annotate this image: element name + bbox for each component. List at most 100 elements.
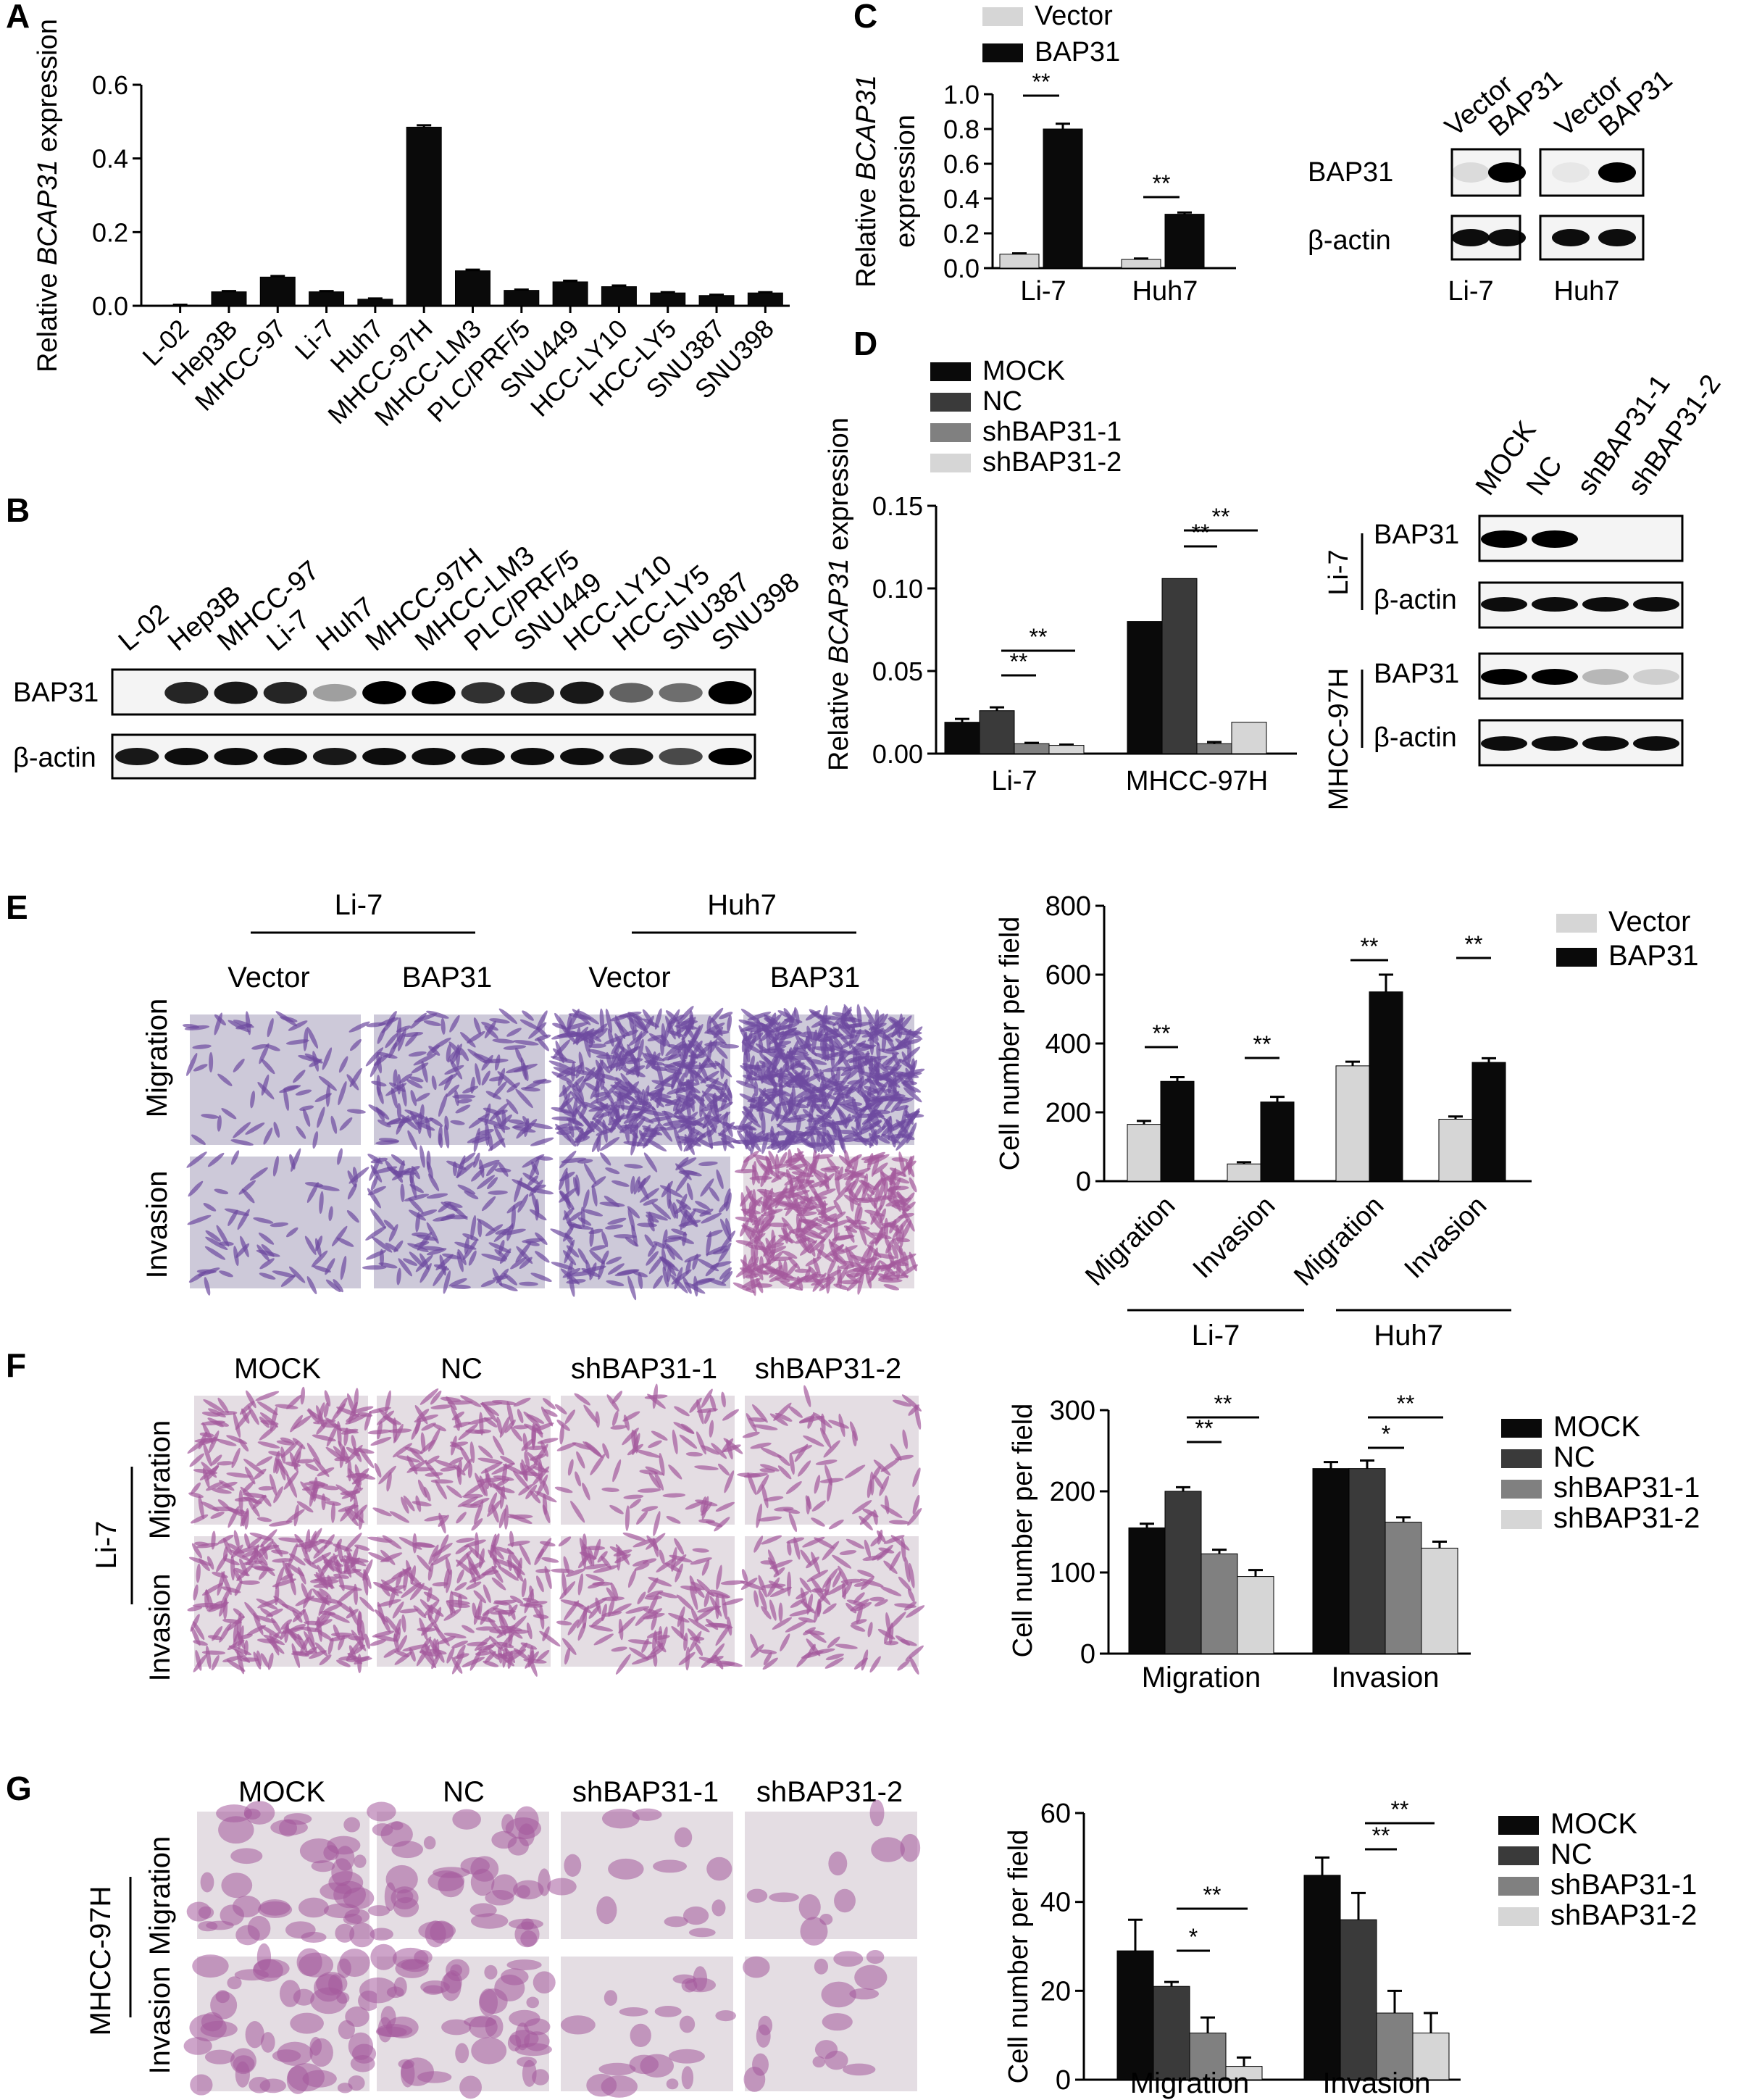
cell-stain <box>810 1133 817 1154</box>
cell-stain <box>198 1495 204 1520</box>
cell-stain <box>800 1136 816 1149</box>
cell-stain <box>609 1014 631 1022</box>
cell-stain <box>711 1899 726 1917</box>
cell-stain <box>777 1171 797 1180</box>
cell-stain <box>192 1044 212 1049</box>
cell-stain <box>475 1626 497 1631</box>
cell-stain <box>290 1414 304 1433</box>
cell-stain <box>193 1584 199 1601</box>
cell-stain <box>675 1163 692 1180</box>
cell-stain <box>784 1194 801 1215</box>
cell-stain <box>838 1099 856 1106</box>
cell-stain <box>512 1179 535 1191</box>
legend-label: MOCK <box>1553 1411 1640 1443</box>
cell-stain <box>498 1008 518 1025</box>
cell-stain <box>261 1243 275 1257</box>
cell-stain <box>261 1074 270 1096</box>
cell-stain <box>845 1180 856 1193</box>
cell-stain <box>304 1236 317 1255</box>
cell-stain <box>471 1518 483 1531</box>
cell-stain <box>233 1246 239 1267</box>
cell-stain <box>843 1194 860 1206</box>
cell-stain <box>261 1059 275 1075</box>
cell-stain <box>808 1229 826 1241</box>
cell-stain <box>415 1093 430 1102</box>
cell-stain <box>676 1199 692 1210</box>
cell-stain <box>400 1183 405 1202</box>
band-actin <box>1633 736 1679 751</box>
panel-letter-B: B <box>6 491 30 529</box>
cell-stain <box>772 1137 795 1150</box>
cell-stain <box>319 1654 332 1666</box>
cell-stain <box>629 1117 638 1135</box>
cell-stain <box>829 1045 851 1054</box>
cell-stain <box>516 1246 533 1264</box>
cell-stain <box>354 1494 359 1520</box>
cell-stain <box>725 1218 732 1237</box>
cell-stain <box>222 1538 233 1556</box>
cell-stain <box>337 1148 343 1165</box>
cell-stain <box>560 2015 596 2035</box>
significance-marker: ** <box>1214 1391 1232 1417</box>
cell-stain <box>478 1445 493 1459</box>
cell-stain <box>227 1506 240 1528</box>
cell-stain <box>426 1010 449 1019</box>
cell-stain <box>656 1090 663 1109</box>
cell-stain <box>217 1397 229 1414</box>
cell-stain <box>375 1635 398 1642</box>
cell-stain <box>309 2038 333 2067</box>
cell-stain <box>524 1078 547 1090</box>
cell-stain <box>539 1541 556 1547</box>
cell-stain <box>527 1175 538 1187</box>
cell-stain <box>614 1020 630 1036</box>
cell-stain <box>191 1482 201 1495</box>
cell-stain <box>583 1033 591 1058</box>
cell-stain <box>392 1601 404 1619</box>
cell-stain <box>235 1409 251 1430</box>
cell-stain <box>601 1230 609 1248</box>
cell-stain <box>477 1218 496 1231</box>
cell-stain <box>377 1601 385 1625</box>
cell-stain <box>417 1112 422 1135</box>
cell-stain <box>761 1196 769 1214</box>
cell-stain <box>566 1081 580 1092</box>
cell-stain <box>214 1014 227 1026</box>
cell-stain <box>577 1159 593 1164</box>
cell-stain <box>188 1557 212 1566</box>
x-tick-label: Migration <box>1130 2067 1250 2099</box>
cell-stain <box>672 1096 681 1112</box>
cell-stain <box>828 1122 842 1140</box>
bar-vector <box>999 254 1040 269</box>
bar-D <box>1048 745 1085 754</box>
cell-stain <box>529 1122 554 1130</box>
significance-marker: ** <box>1212 504 1230 530</box>
cell-stain <box>747 1096 764 1103</box>
cell-stain <box>379 1249 384 1267</box>
row-label: Invasion <box>141 1171 173 1279</box>
cell-stain <box>827 1219 851 1229</box>
cell-stain <box>664 1242 683 1261</box>
cell-stain <box>832 1084 849 1096</box>
cell-stain <box>704 1041 726 1046</box>
cell-stain <box>782 1250 798 1259</box>
cell-stain <box>419 1145 425 1168</box>
cell-stain <box>605 1008 613 1033</box>
cell-label: MHCC-97H <box>1324 668 1354 810</box>
cell-stain <box>293 1504 299 1527</box>
cell-stain <box>206 1556 214 1570</box>
cell-stain <box>376 1053 383 1074</box>
x-tick-label: Invasion <box>1332 1662 1440 1693</box>
cell-stain <box>526 1622 533 1640</box>
cell-stain <box>474 1499 484 1525</box>
cell-stain <box>662 1229 668 1249</box>
y-axis-label: Cell number per field <box>995 917 1025 1171</box>
cell-stain <box>492 1038 515 1043</box>
cell-stain <box>456 1569 464 1584</box>
cell-stain <box>483 1417 498 1428</box>
cell-stain <box>430 1553 451 1566</box>
cell-stain <box>481 1070 490 1086</box>
cell-stain <box>909 1251 917 1272</box>
cell-stain <box>192 1621 205 1641</box>
column-label: shBAP31-1 <box>572 1776 719 1808</box>
cell-stain <box>212 1625 223 1641</box>
